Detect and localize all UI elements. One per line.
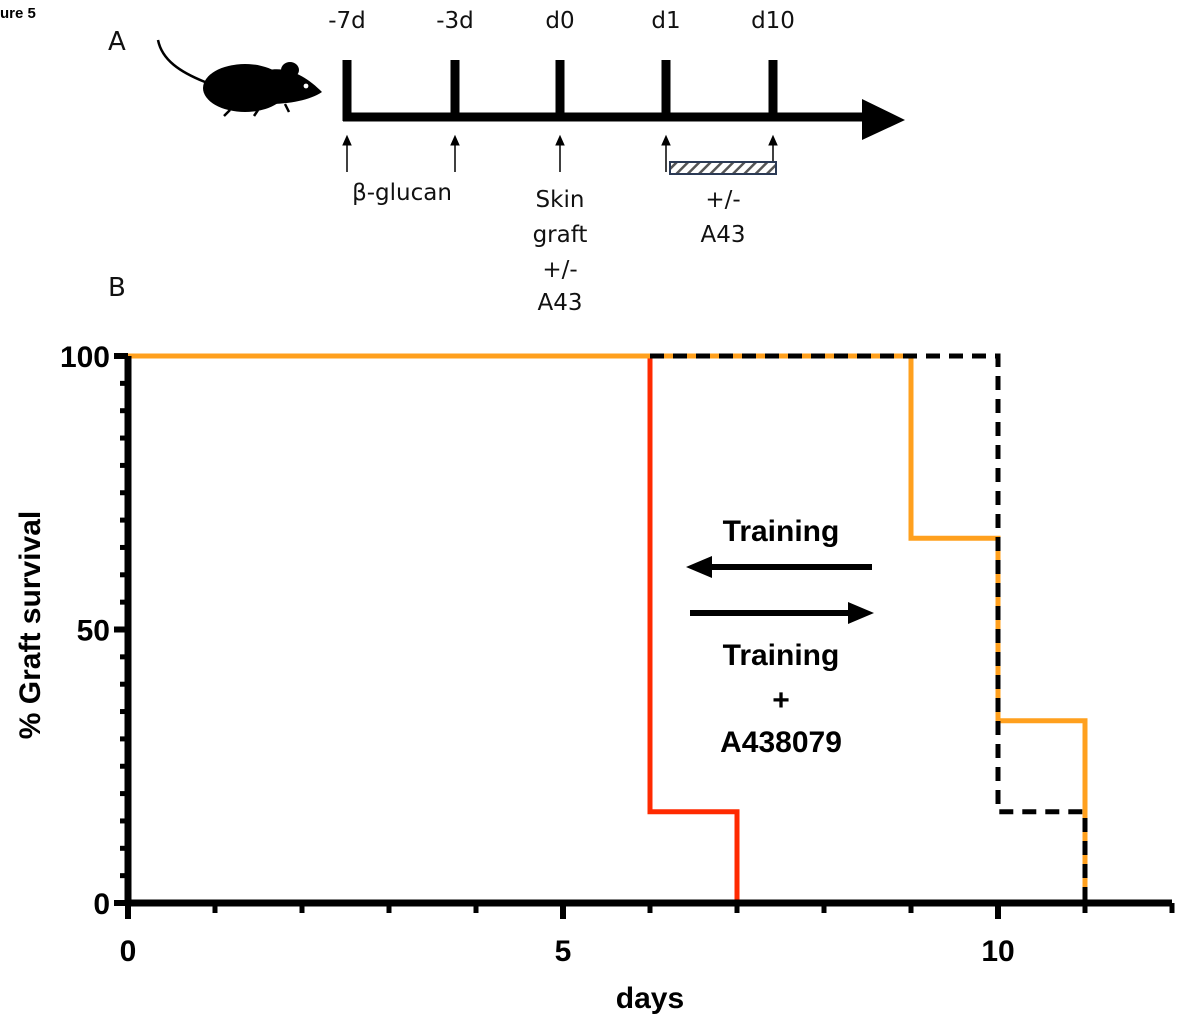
svg-text:graft: graft	[533, 222, 588, 248]
x-tick-label: 5	[555, 935, 572, 968]
training-a438079-label: Training + A438079	[720, 639, 842, 759]
a43-treatment-label: +/- A43	[700, 187, 745, 248]
training-label: Training	[723, 515, 840, 548]
skin-graft-label: Skin graft +/- A43	[533, 187, 588, 316]
x-axis-label: days	[616, 982, 684, 1015]
survival-series-3	[650, 353, 1088, 903]
y-tick-label: 100	[60, 341, 110, 374]
svg-text:+: +	[772, 684, 790, 717]
x-tick-label: 10	[981, 935, 1014, 968]
arrow-right	[690, 602, 874, 624]
x-tick-label: 0	[120, 935, 137, 968]
svg-text:A43: A43	[537, 290, 582, 316]
timeline	[342, 60, 905, 140]
timepoint-label: d10	[751, 8, 795, 34]
svg-text:A43: A43	[700, 222, 745, 248]
marker-arrowhead	[450, 134, 460, 146]
arrow-left	[686, 556, 872, 578]
mouse-icon	[156, 39, 322, 117]
survival-chart: 0 50 100 0 5 10	[60, 341, 1175, 968]
timeline-marker-arrows	[342, 134, 778, 172]
y-tick-label: 50	[77, 615, 110, 648]
svg-text:+/-: +/-	[705, 187, 740, 213]
panel-a-label: A	[108, 27, 126, 57]
marker-arrowhead	[661, 134, 671, 146]
marker-arrowhead	[342, 134, 352, 146]
beta-glucan-label: β-glucan	[352, 180, 452, 206]
y-tick-label: 0	[93, 888, 110, 921]
y-axis-label: % Graft survival	[14, 511, 47, 739]
svg-text:A438079: A438079	[720, 726, 842, 759]
svg-text:Skin: Skin	[536, 187, 585, 213]
survival-series-1	[128, 353, 740, 903]
a43-treatment-bar	[669, 161, 777, 175]
survival-series-2	[128, 353, 1088, 903]
timepoint-label: d1	[651, 8, 680, 34]
panel-b-label: B	[108, 273, 126, 303]
svg-text:+/-: +/-	[542, 257, 577, 283]
svg-text:Training: Training	[723, 639, 840, 672]
timepoint-label: -3d	[436, 8, 474, 34]
timepoint-label: -7d	[328, 8, 366, 34]
marker-arrowhead	[768, 134, 778, 146]
timeline-arrowhead	[862, 99, 905, 140]
timepoint-label: d0	[545, 8, 574, 34]
figure-label: ure 5	[0, 5, 36, 22]
marker-arrowhead	[555, 134, 565, 146]
